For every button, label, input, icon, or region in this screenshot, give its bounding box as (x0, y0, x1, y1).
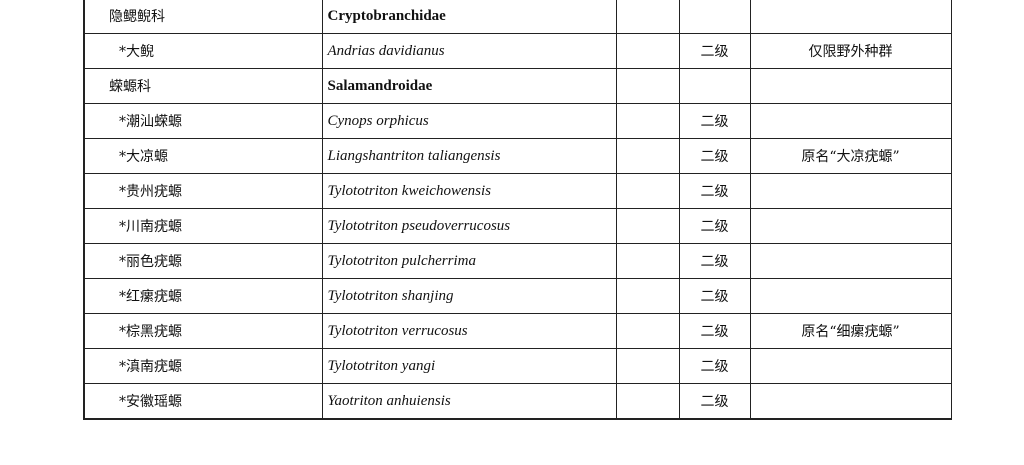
species-row: *丽色疣螈 Tylototriton pulcherrima 二级 (83, 243, 952, 279)
level-two-cell: 二级 (678, 208, 751, 244)
level-two-cell: 二级 (678, 383, 751, 420)
level-two-cell: 二级 (678, 103, 751, 139)
species-row: *棕黑疣螈 Tylototriton verrucosus 二级 原名“细瘰疣螈” (83, 313, 952, 349)
family-row: 蝾螈科 Salamandroidae (83, 68, 952, 104)
species-row: *川南疣螈 Tylototriton pseudoverrucosus 二级 (83, 208, 952, 244)
species-latin-name: Yaotriton anhuiensis (327, 392, 451, 409)
species-protection-table: 隐鳃鲵科 Cryptobranchidae *大鲵 Andrias davidianu… (83, 0, 952, 420)
level-one-cell (615, 243, 680, 279)
latin-name-cell: Cynops orphicus (321, 103, 617, 139)
level-one-cell (615, 278, 680, 314)
chinese-name-cell: *大凉螈 (83, 138, 323, 174)
family-latin-name: Cryptobranchidae (327, 7, 446, 24)
level-two-cell: 二级 (678, 138, 751, 174)
level-two-cell: 二级 (678, 313, 751, 349)
species-latin-name: Tylototriton shanjing (327, 287, 454, 304)
note-cell (749, 208, 952, 244)
level-one-cell (615, 33, 680, 69)
level-two-cell: 二级 (678, 348, 751, 384)
latin-name-cell: Tylototriton verrucosus (321, 313, 617, 349)
chinese-name-cell: 蝾螈科 (83, 68, 323, 104)
chinese-name-cell: *川南疣螈 (83, 208, 323, 244)
note-cell (749, 278, 952, 314)
level-one-cell (615, 173, 680, 209)
species-latin-name: Tylototriton yangi (327, 357, 436, 374)
chinese-name-cell: 隐鳃鲵科 (83, 0, 323, 34)
level-one-cell (615, 0, 680, 34)
species-row: *红瘰疣螈 Tylototriton shanjing 二级 (83, 278, 952, 314)
chinese-name-cell: *贵州疣螈 (83, 173, 323, 209)
chinese-name-cell: *安徽瑶螈 (83, 383, 323, 420)
latin-name-cell: Tylototriton pulcherrima (321, 243, 617, 279)
level-two-cell: 二级 (678, 278, 751, 314)
note-cell (749, 348, 952, 384)
latin-name-cell: Salamandroidae (321, 68, 617, 104)
species-latin-name: Cynops orphicus (327, 112, 429, 129)
note-cell (749, 103, 952, 139)
level-one-cell (615, 313, 680, 349)
chinese-name-cell: *大鲵 (83, 33, 323, 69)
note-cell: 原名“大凉疣螈” (749, 138, 952, 174)
family-latin-name: Salamandroidae (327, 77, 433, 94)
species-latin-name: Tylototriton kweichowensis (327, 182, 491, 199)
species-latin-name: Liangshantriton taliangensis (327, 147, 501, 164)
chinese-name-cell: *丽色疣螈 (83, 243, 323, 279)
note-cell (749, 68, 952, 104)
level-two-cell (678, 0, 751, 34)
latin-name-cell: Andrias davidianus (321, 33, 617, 69)
level-one-cell (615, 383, 680, 420)
level-one-cell (615, 68, 680, 104)
species-latin-name: Tylototriton pseudoverrucosus (327, 217, 511, 234)
latin-name-cell: Tylototriton shanjing (321, 278, 617, 314)
latin-name-cell: Liangshantriton taliangensis (321, 138, 617, 174)
chinese-name-cell: *棕黑疣螈 (83, 313, 323, 349)
level-one-cell (615, 138, 680, 174)
latin-name-cell: Tylototriton yangi (321, 348, 617, 384)
species-latin-name: Tylototriton verrucosus (327, 322, 468, 339)
latin-name-cell: Tylototriton pseudoverrucosus (321, 208, 617, 244)
latin-name-cell: Tylototriton kweichowensis (321, 173, 617, 209)
level-two-cell: 二级 (678, 33, 751, 69)
latin-name-cell: Yaotriton anhuiensis (321, 383, 617, 420)
latin-name-cell: Cryptobranchidae (321, 0, 617, 34)
species-row: *大鲵 Andrias davidianus 二级 仅限野外种群 (83, 33, 952, 69)
chinese-name-cell: *滇南疣螈 (83, 348, 323, 384)
species-row: *潮汕蝾螈 Cynops orphicus 二级 (83, 103, 952, 139)
note-cell: 原名“细瘰疣螈” (749, 313, 952, 349)
level-two-cell: 二级 (678, 243, 751, 279)
note-cell (749, 383, 952, 420)
note-cell (749, 243, 952, 279)
species-row: *大凉螈 Liangshantriton taliangensis 二级 原名“大凉疣… (83, 138, 952, 174)
level-two-cell (678, 68, 751, 104)
chinese-name-cell: *红瘰疣螈 (83, 278, 323, 314)
species-latin-name: Andrias davidianus (327, 42, 445, 59)
note-cell (749, 0, 952, 34)
level-one-cell (615, 103, 680, 139)
chinese-name-cell: *潮汕蝾螈 (83, 103, 323, 139)
species-row: *滇南疣螈 Tylototriton yangi 二级 (83, 348, 952, 384)
species-row: *贵州疣螈 Tylototriton kweichowensis 二级 (83, 173, 952, 209)
level-one-cell (615, 208, 680, 244)
family-row: 隐鳃鲵科 Cryptobranchidae (83, 0, 952, 34)
note-cell: 仅限野外种群 (749, 33, 952, 69)
species-latin-name: Tylototriton pulcherrima (327, 252, 476, 269)
note-cell (749, 173, 952, 209)
species-row: *安徽瑶螈 Yaotriton anhuiensis 二级 (83, 383, 952, 420)
level-two-cell: 二级 (678, 173, 751, 209)
level-one-cell (615, 348, 680, 384)
